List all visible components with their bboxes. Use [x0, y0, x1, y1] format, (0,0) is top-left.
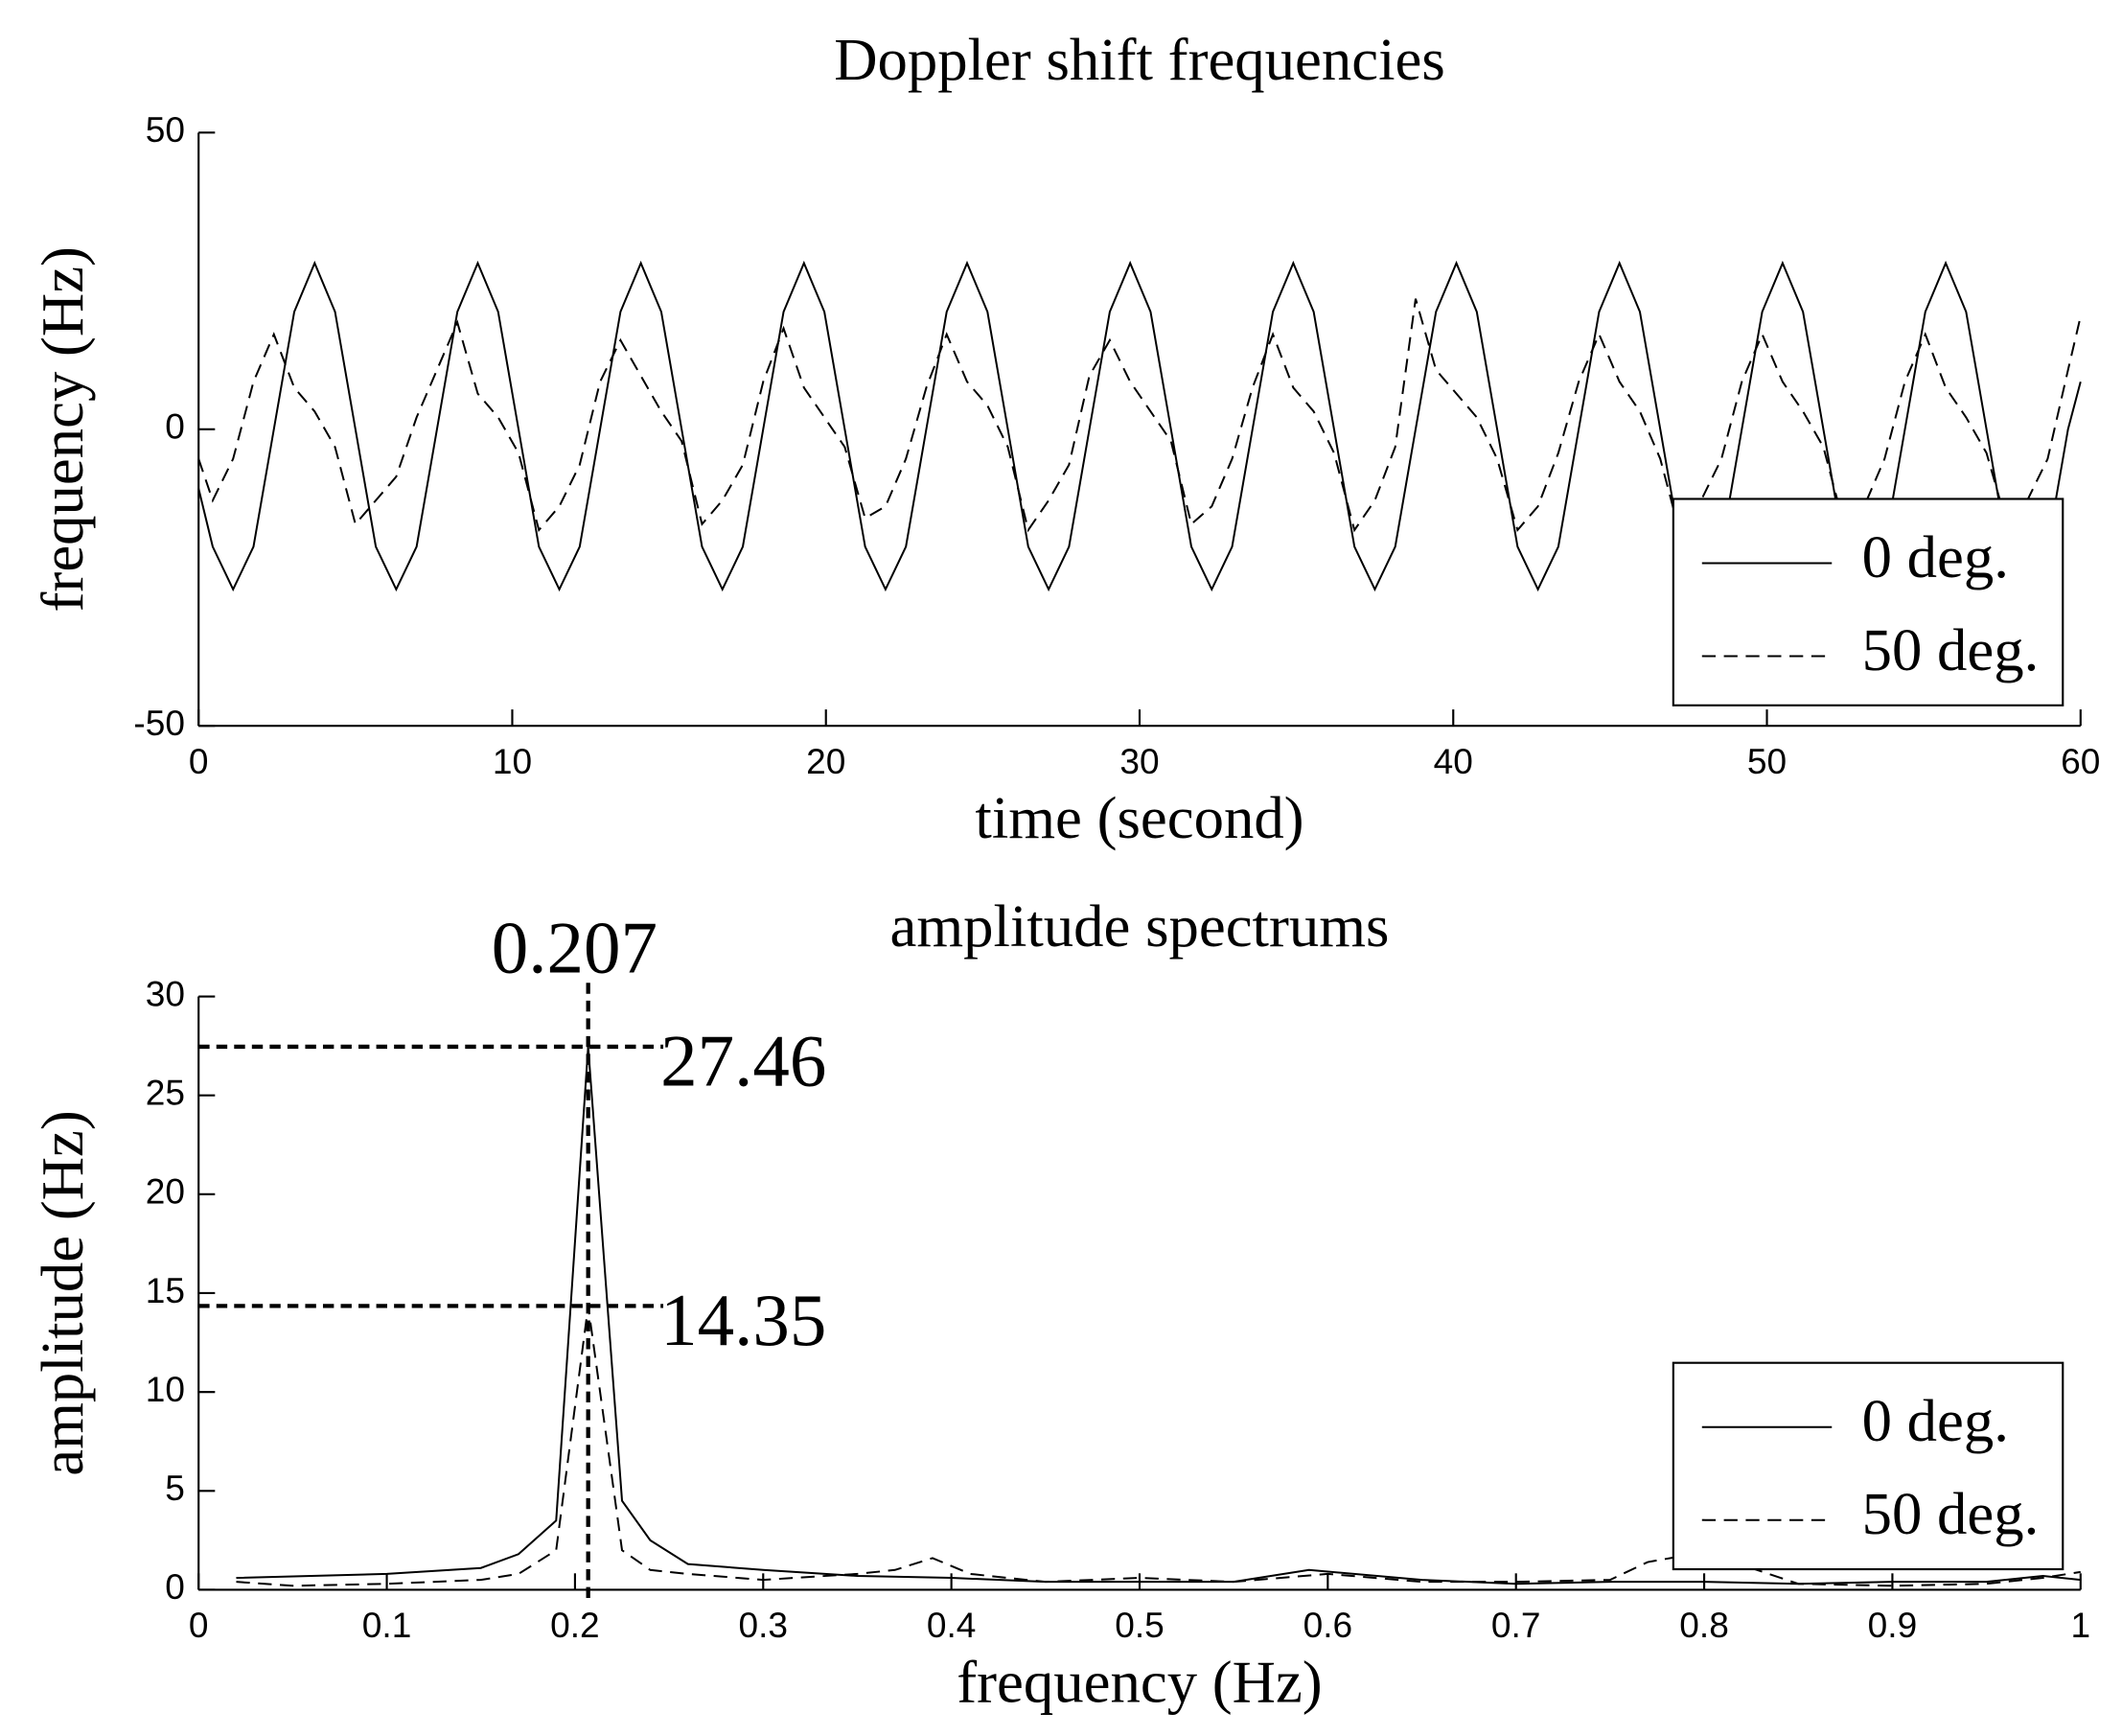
x-tick-label: 0.6 — [1303, 1605, 1353, 1645]
x-tick-label: 10 — [493, 741, 532, 781]
x-tick-label: 50 — [1747, 741, 1787, 781]
x-tick-label: 1 — [2070, 1605, 2090, 1645]
x-tick-label: 0 — [189, 741, 209, 781]
x-axis-label: time (second) — [975, 784, 1303, 851]
y-tick-label: 50 — [146, 109, 185, 150]
plot: amplitude spectrums 0 0.1 0.2 0.3 0.4 0.5 0.6 0.… — [29, 892, 2090, 1716]
x-tick-label: 0.2 — [550, 1605, 600, 1645]
chart-title: amplitude spectrums — [890, 892, 1390, 960]
y-tick-label: 0 — [165, 406, 185, 447]
legend-box — [1672, 498, 2064, 706]
x-tick-label: 0 — [189, 1605, 209, 1645]
legend-label: 50 deg. — [1862, 616, 2040, 683]
legend-label: 0 deg. — [1862, 523, 2009, 590]
legend-label: 50 deg. — [1862, 1480, 2040, 1547]
annotation-label: 0.207 — [492, 906, 657, 988]
legend-label: 0 deg. — [1862, 1387, 2009, 1454]
x-tick-label: 0.7 — [1491, 1605, 1541, 1645]
x-axis-label: frequency (Hz) — [957, 1648, 1322, 1715]
data-line — [197, 260, 2082, 592]
x-tick-label: 0.3 — [739, 1605, 789, 1645]
y-tick-label: 20 — [146, 1171, 185, 1212]
x-tick-label: 0.9 — [1868, 1605, 1918, 1645]
y-tick-label: 0 — [165, 1566, 185, 1607]
y-tick-label: 30 — [146, 973, 185, 1013]
chart-title: Doppler shift frequencies — [834, 26, 1445, 93]
legend-box — [1672, 1361, 2064, 1571]
x-tick-label: 30 — [1119, 741, 1159, 781]
y-tick-label: 10 — [146, 1369, 185, 1409]
annotation-label: 14.35 — [660, 1279, 826, 1361]
x-tick-label: 20 — [806, 741, 845, 781]
x-tick-label: 0.8 — [1679, 1605, 1729, 1645]
y-tick-label: -50 — [133, 703, 185, 743]
data-line — [197, 298, 2082, 539]
x-tick-label: 40 — [1434, 741, 1473, 781]
annotation-label: 27.46 — [660, 1019, 826, 1101]
y-tick-label: 5 — [165, 1468, 185, 1508]
y-axis-label: amplitude (Hz) — [29, 1110, 96, 1475]
y-tick-label: 25 — [146, 1072, 185, 1112]
x-tick-label: 0.1 — [362, 1605, 412, 1645]
x-tick-label: 60 — [2061, 741, 2100, 781]
plot: Doppler shift frequencies 0 10 20 30 40 50 60 -5… — [29, 26, 2100, 851]
y-tick-label: 15 — [146, 1270, 185, 1310]
x-tick-label: 0.4 — [927, 1605, 977, 1645]
y-axis-label: frequency (Hz) — [29, 246, 96, 612]
x-tick-label: 0.5 — [1115, 1605, 1165, 1645]
